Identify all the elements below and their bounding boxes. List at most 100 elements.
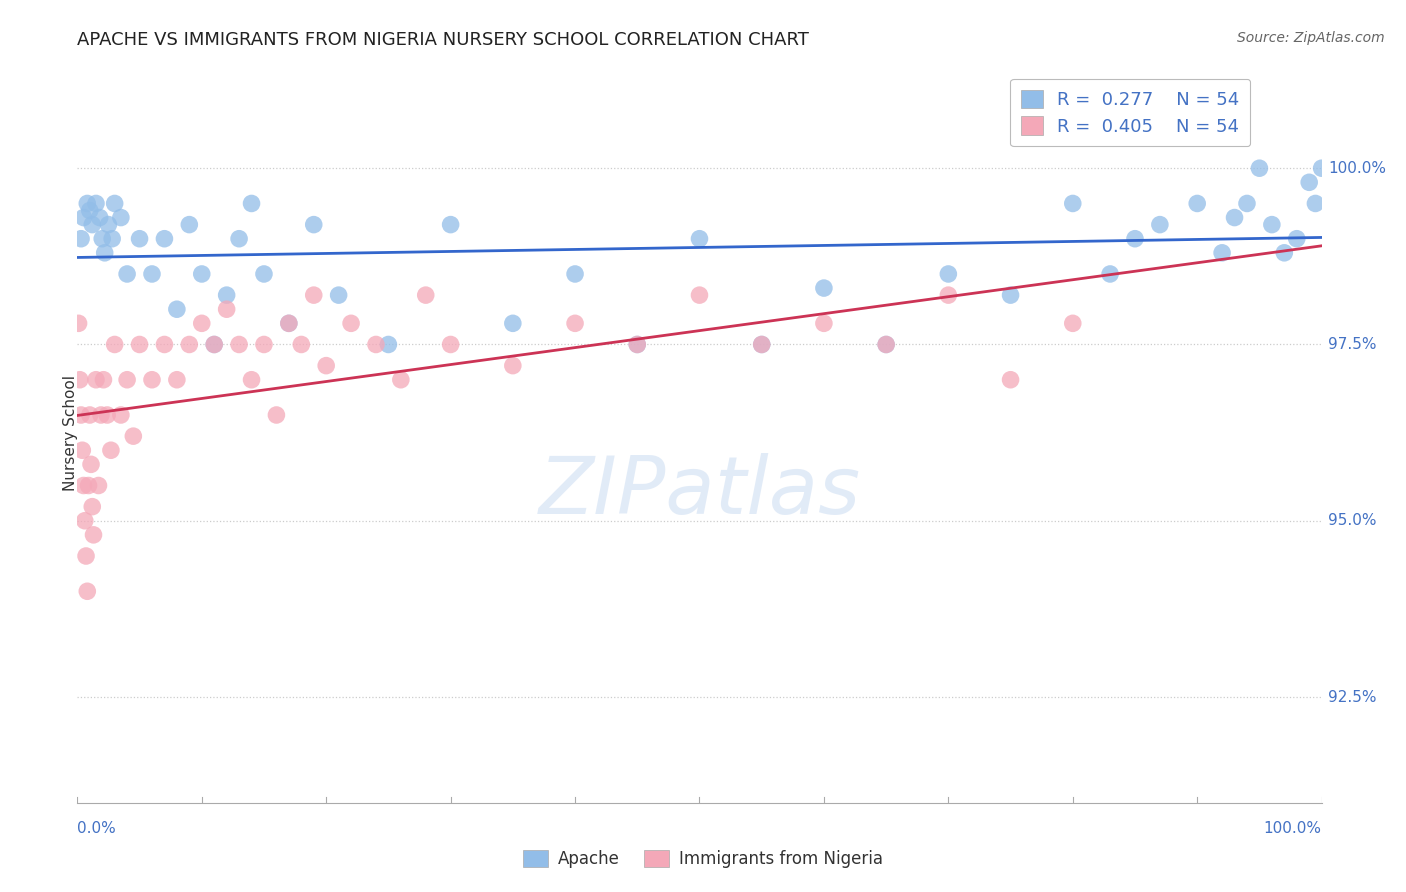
Immigrants from Nigeria	[72, 443, 94, 458]
Apache	[202, 337, 225, 351]
Apache	[110, 211, 132, 225]
Immigrants from Nigeria	[179, 337, 201, 351]
Immigrants from Nigeria	[439, 337, 461, 351]
Immigrants from Nigeria	[72, 478, 94, 492]
Immigrants from Nigeria	[76, 584, 98, 599]
Apache	[166, 302, 188, 317]
Text: 92.5%: 92.5%	[1327, 690, 1376, 705]
Apache	[115, 267, 138, 281]
Immigrants from Nigeria	[689, 288, 711, 302]
Immigrants from Nigeria	[389, 373, 412, 387]
Immigrants from Nigeria	[302, 288, 325, 302]
Text: Source: ZipAtlas.com: Source: ZipAtlas.com	[1237, 31, 1385, 45]
Apache	[1149, 218, 1171, 232]
Immigrants from Nigeria	[626, 337, 648, 351]
Immigrants from Nigeria	[202, 337, 225, 351]
Immigrants from Nigeria	[315, 359, 337, 373]
Immigrants from Nigeria	[115, 373, 138, 387]
Apache	[1123, 232, 1146, 246]
Immigrants from Nigeria	[751, 337, 773, 351]
Apache	[1285, 232, 1308, 246]
Immigrants from Nigeria	[69, 373, 91, 387]
Apache	[141, 267, 163, 281]
Apache	[1310, 161, 1333, 176]
Immigrants from Nigeria	[364, 337, 387, 351]
Immigrants from Nigeria	[122, 429, 145, 443]
Apache	[1272, 245, 1295, 260]
Immigrants from Nigeria	[73, 514, 96, 528]
Immigrants from Nigeria	[1062, 316, 1084, 330]
Apache	[101, 232, 124, 246]
Apache	[240, 196, 263, 211]
Apache	[104, 196, 127, 211]
Text: ZIPatlas: ZIPatlas	[538, 453, 860, 531]
Immigrants from Nigeria	[228, 337, 250, 351]
Apache	[1223, 211, 1246, 225]
Immigrants from Nigeria	[191, 316, 214, 330]
Text: 100.0%: 100.0%	[1264, 822, 1322, 837]
Apache	[89, 211, 111, 225]
Immigrants from Nigeria	[1000, 373, 1022, 387]
Immigrants from Nigeria	[83, 528, 105, 542]
Immigrants from Nigeria	[110, 408, 132, 422]
Apache	[253, 267, 276, 281]
Apache	[302, 218, 325, 232]
Immigrants from Nigeria	[75, 549, 97, 563]
Immigrants from Nigeria	[340, 316, 363, 330]
Text: 0.0%: 0.0%	[77, 822, 117, 837]
Immigrants from Nigeria	[415, 288, 437, 302]
Apache	[328, 288, 350, 302]
Immigrants from Nigeria	[100, 443, 122, 458]
Apache	[1000, 288, 1022, 302]
Apache	[1099, 267, 1122, 281]
Immigrants from Nigeria	[266, 408, 288, 422]
Apache	[875, 337, 897, 351]
Apache	[191, 267, 214, 281]
Apache	[626, 337, 648, 351]
Immigrants from Nigeria	[90, 408, 112, 422]
Immigrants from Nigeria	[277, 316, 299, 330]
Apache	[228, 232, 250, 246]
Apache	[1249, 161, 1271, 176]
Legend: Apache, Immigrants from Nigeria: Apache, Immigrants from Nigeria	[516, 843, 890, 875]
Immigrants from Nigeria	[253, 337, 276, 351]
Immigrants from Nigeria	[104, 337, 127, 351]
Apache	[76, 196, 98, 211]
Apache	[91, 232, 114, 246]
Immigrants from Nigeria	[128, 337, 150, 351]
Immigrants from Nigeria	[166, 373, 188, 387]
Immigrants from Nigeria	[141, 373, 163, 387]
Immigrants from Nigeria	[67, 316, 90, 330]
Immigrants from Nigeria	[96, 408, 118, 422]
Immigrants from Nigeria	[80, 458, 103, 472]
Apache	[813, 281, 835, 295]
Apache	[439, 218, 461, 232]
Apache	[128, 232, 150, 246]
Apache	[1236, 196, 1258, 211]
Apache	[179, 218, 201, 232]
Apache	[689, 232, 711, 246]
Apache	[72, 211, 94, 225]
Immigrants from Nigeria	[875, 337, 897, 351]
Immigrants from Nigeria	[77, 478, 100, 492]
Immigrants from Nigeria	[215, 302, 238, 317]
Apache	[153, 232, 176, 246]
Immigrants from Nigeria	[87, 478, 110, 492]
Legend: R =  0.277    N = 54, R =  0.405    N = 54: R = 0.277 N = 54, R = 0.405 N = 54	[1011, 78, 1250, 146]
Apache	[277, 316, 299, 330]
Apache	[377, 337, 399, 351]
Apache	[564, 267, 586, 281]
Immigrants from Nigeria	[290, 337, 312, 351]
Apache	[936, 267, 959, 281]
Apache	[1185, 196, 1208, 211]
Apache	[97, 218, 120, 232]
Apache	[93, 245, 115, 260]
Immigrants from Nigeria	[502, 359, 524, 373]
Apache	[502, 316, 524, 330]
Immigrants from Nigeria	[82, 500, 104, 514]
Immigrants from Nigeria	[240, 373, 263, 387]
Apache	[82, 218, 104, 232]
Apache	[1305, 196, 1327, 211]
Apache	[70, 232, 93, 246]
Immigrants from Nigeria	[564, 316, 586, 330]
